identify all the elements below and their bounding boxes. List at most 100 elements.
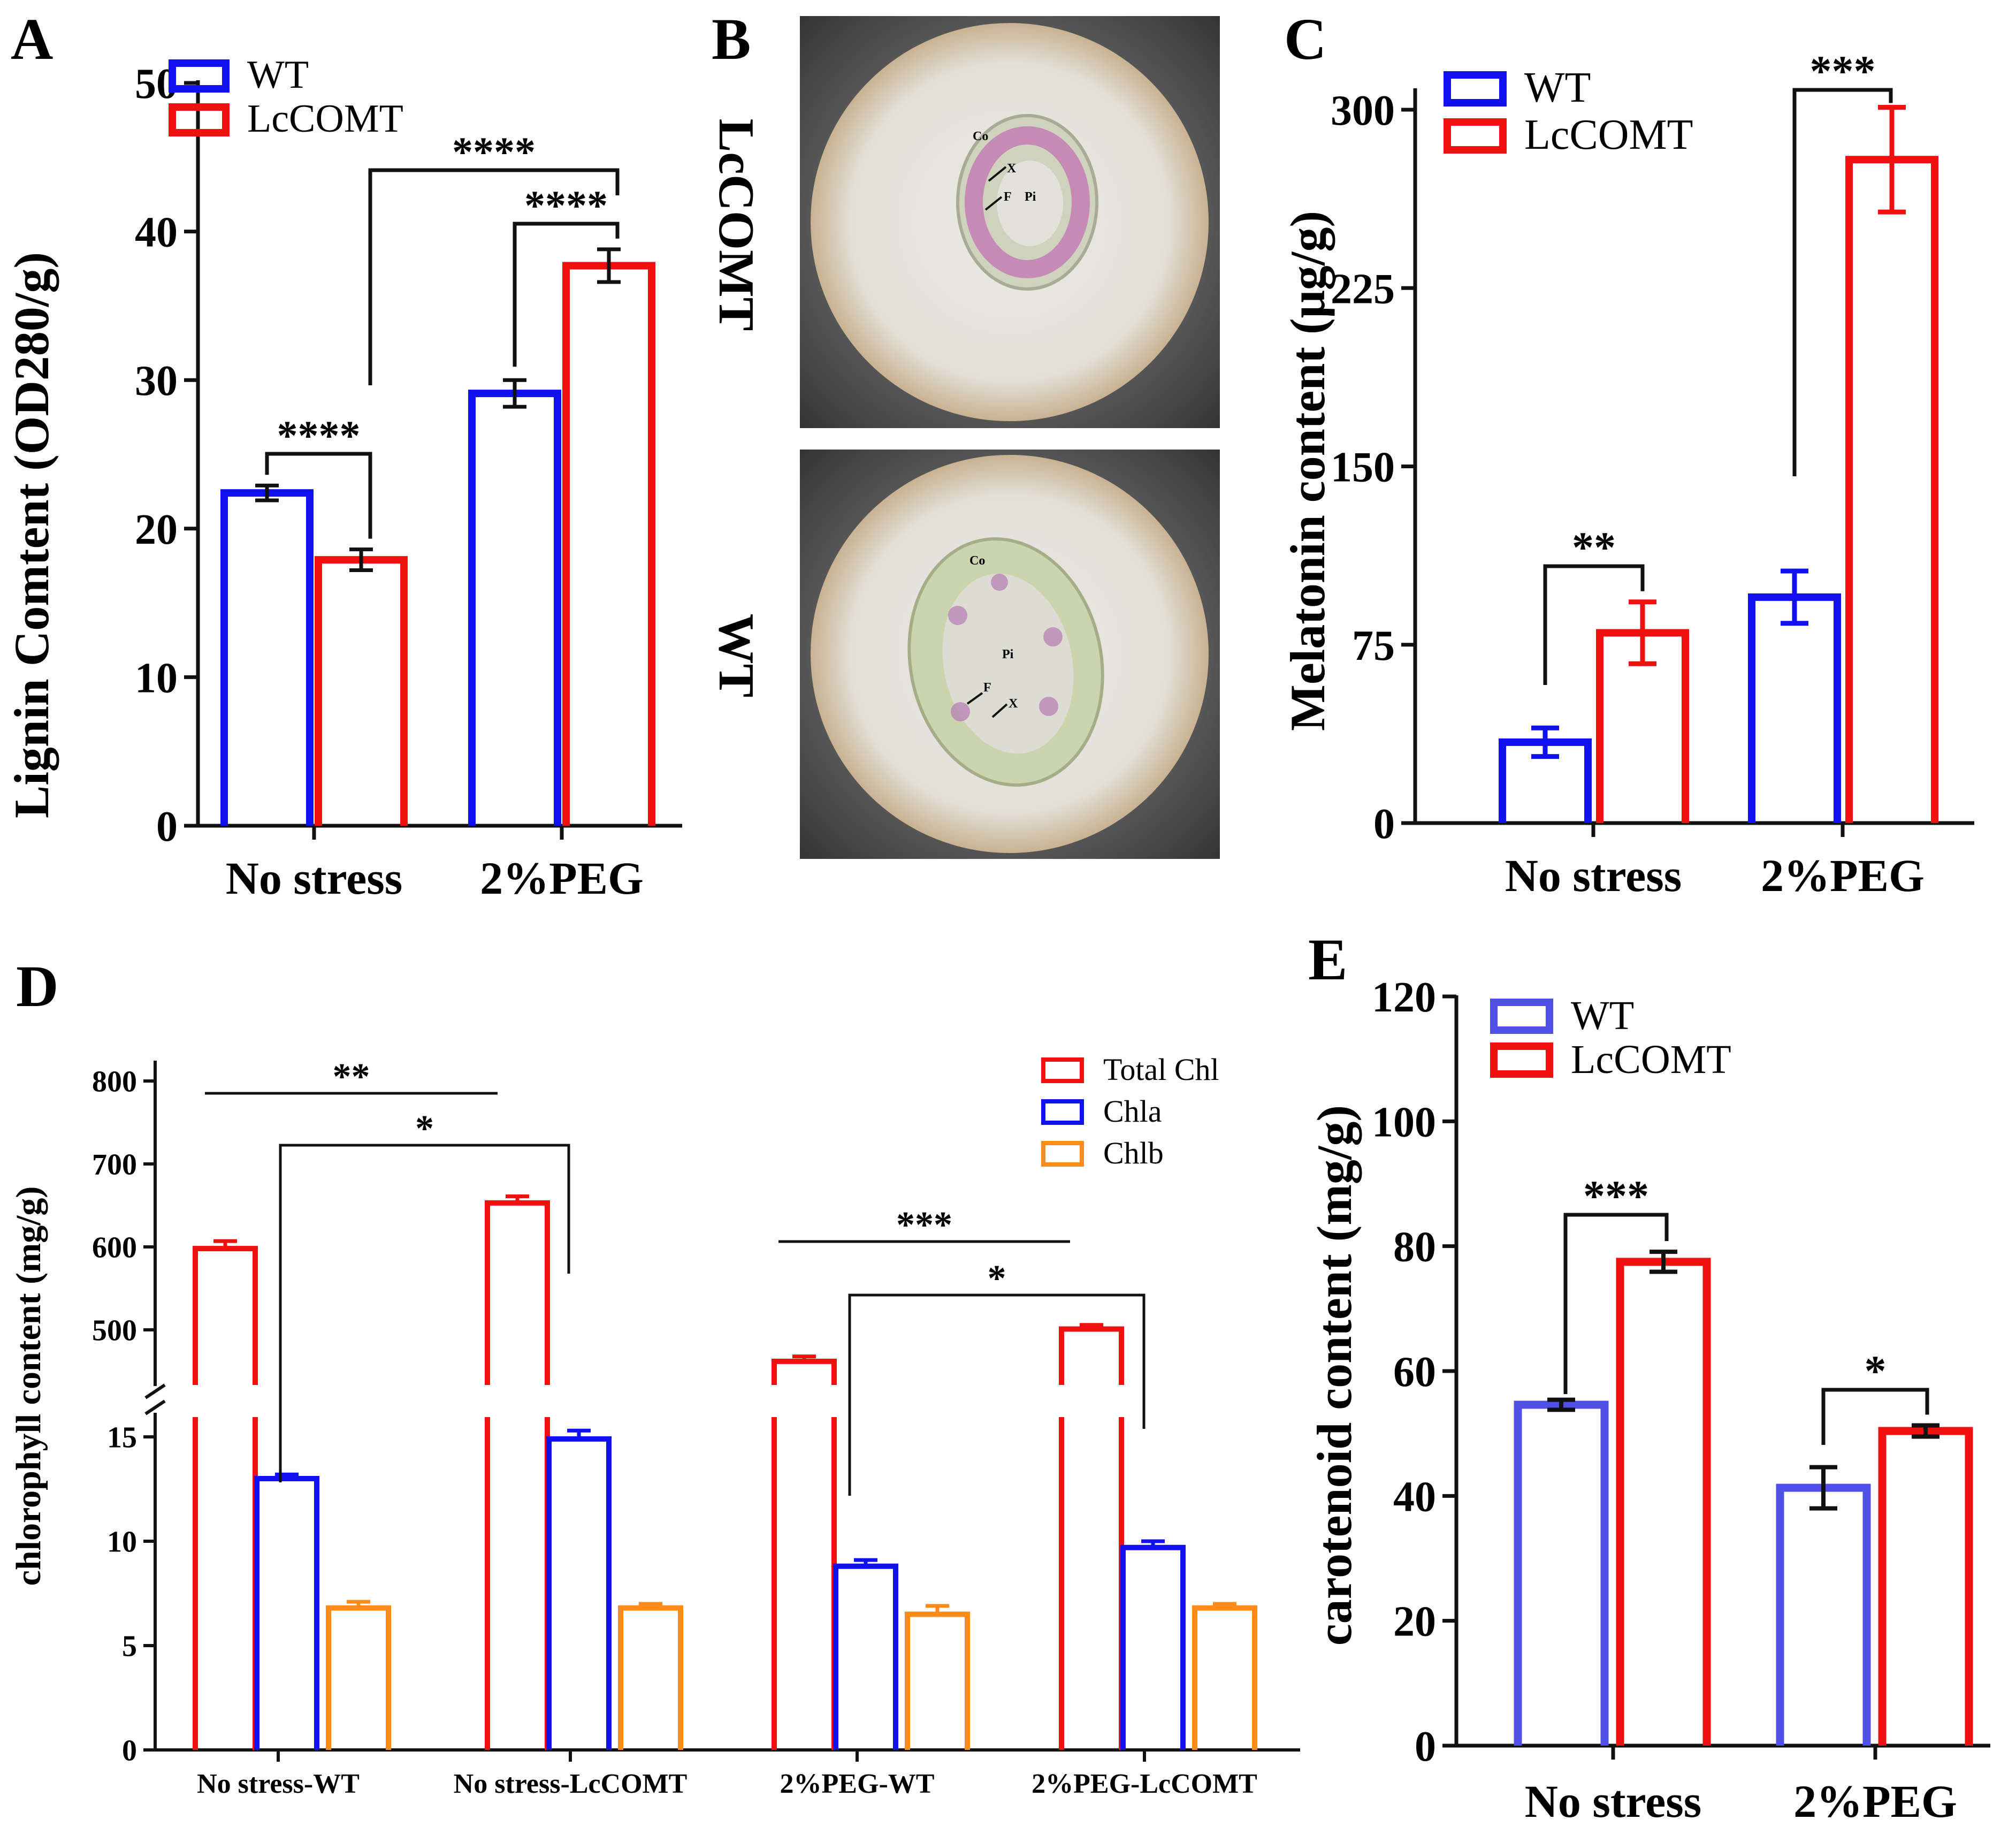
panel-e-legend-item: LcCOMT — [1490, 1037, 1731, 1082]
vascular-bundle — [1043, 627, 1063, 646]
panel-e-y-axis-label: carotenoid content (mg/g) — [1307, 1105, 1362, 1646]
error-bar — [1531, 725, 1559, 759]
error-bar — [1781, 568, 1808, 626]
legend-swatch — [1490, 1042, 1553, 1078]
panel-a-bars — [220, 247, 655, 826]
significance-stars: ** — [1572, 523, 1616, 572]
significance-bracket-line — [368, 168, 620, 385]
significance-stars: **** — [452, 128, 536, 175]
panel-e-letter: E — [1308, 927, 1347, 992]
error-bar — [255, 483, 279, 503]
error-bar — [639, 1602, 662, 1610]
bar-wt — [1514, 1400, 1609, 1746]
y-tick-label: 600 — [92, 1231, 137, 1265]
micrograph-wt: Co Pi F X — [800, 450, 1220, 859]
pointer-x — [991, 703, 1008, 718]
error-bar — [349, 547, 373, 573]
x-tick-label: No stress-LcCOMT — [454, 1769, 688, 1799]
bar-chla — [1120, 1544, 1186, 1750]
panel-b: B Co X F Pi LcCOMT Co Pi — [708, 6, 1220, 859]
legend-label: Chla — [1103, 1094, 1162, 1129]
legend-label: Chlb — [1103, 1136, 1164, 1170]
panel-d-legend-item: Chla — [1041, 1094, 1162, 1129]
panel-d-legend-item: Chlb — [1041, 1136, 1164, 1170]
significance-bracket: **** — [265, 412, 372, 539]
panel-d-axes: 0 5 10 15 500 600 700 800 No stress-WT No stress-… — [92, 1061, 1300, 1799]
error-bar — [792, 1354, 816, 1364]
tissue-label-pi: Pi — [1002, 648, 1014, 661]
y-tick-label: 0 — [156, 803, 178, 850]
bar-chlb — [905, 1611, 970, 1750]
legend-swatch — [1444, 71, 1507, 106]
y-tick-label: 40 — [1393, 1473, 1436, 1520]
significance-stars: *** — [1583, 1171, 1649, 1220]
significance-bracket: * — [279, 1108, 570, 1482]
bar-total-chl — [193, 1246, 258, 1750]
axis-break-mark — [144, 1383, 166, 1399]
bar-total-chl — [772, 1358, 837, 1750]
tissue-label-co: Co — [969, 554, 985, 568]
panel-c-significance: ***** — [1543, 47, 1893, 685]
panel-c-y-axis-label: Melatonin content (μg/g) — [1280, 211, 1335, 731]
x-tick-label: No stress-WT — [197, 1769, 360, 1799]
significance-bracket-line — [848, 1293, 1146, 1496]
legend-swatch — [169, 103, 230, 136]
bar-chla — [546, 1436, 612, 1750]
pointer-f — [984, 196, 1003, 211]
legend-swatch — [1041, 1099, 1084, 1125]
panel-e-legend-item: WT — [1490, 993, 1634, 1038]
significance-stars: * — [988, 1258, 1006, 1299]
bar-lccomt — [315, 556, 408, 826]
panel-e-bars — [1514, 1250, 1973, 1746]
significance-bracket-line — [279, 1144, 570, 1482]
panel-c-legend-item: LcCOMT — [1444, 111, 1693, 158]
panel-c-letter: C — [1284, 6, 1326, 72]
vascular-bundle — [1039, 697, 1058, 716]
y-tick-label: 60 — [1393, 1349, 1436, 1396]
y-tick-label: 700 — [92, 1148, 137, 1182]
error-bar — [506, 1194, 529, 1205]
error-bar — [1912, 1423, 1939, 1439]
tissue-label-x: X — [1007, 162, 1017, 176]
panel-c-bars — [1499, 105, 1938, 823]
panel-a-legend-item: WT — [169, 53, 309, 97]
error-bar — [1650, 1250, 1677, 1274]
error-bar — [347, 1600, 370, 1610]
error-bar — [1213, 1602, 1236, 1610]
y-tick-label: 5 — [122, 1630, 137, 1663]
panel-c: C Melatonin content (μg/g) 0 75 150 225 300 N… — [1280, 6, 1974, 901]
x-tick-label: 2%PEG-WT — [780, 1769, 935, 1799]
y-tick-label: 75 — [1352, 622, 1395, 669]
error-bar — [1141, 1539, 1165, 1550]
y-tick-label: 100 — [1372, 1099, 1436, 1146]
legend-label: WT — [1571, 993, 1634, 1038]
legend-label: WT — [1524, 64, 1591, 111]
panel-d-legend-item: Total Chl — [1041, 1052, 1219, 1087]
panel-e-axes: 0 20 40 60 80 100 120 No stress 2%PEG — [1372, 974, 1990, 1827]
tissue-label-x: X — [1009, 697, 1018, 711]
y-tick-label: 40 — [135, 209, 178, 256]
error-bar — [213, 1239, 237, 1251]
legend-swatch — [1490, 999, 1553, 1034]
panel-a-legend-item: LcCOMT — [169, 97, 403, 141]
y-tick-label: 0 — [122, 1734, 137, 1768]
tissue-label-f: F — [983, 681, 991, 695]
y-tick-label: 300 — [1331, 87, 1395, 134]
y-tick-label: 10 — [135, 654, 178, 702]
tissue-label-pi: Pi — [1025, 190, 1036, 204]
y-tick-label: 500 — [92, 1314, 137, 1348]
vascular-bundle — [948, 606, 967, 625]
legend-swatch — [169, 59, 230, 93]
significance-bracket: *** — [1792, 47, 1893, 476]
legend-label: Total Chl — [1103, 1052, 1219, 1087]
significance-bracket: * — [848, 1258, 1146, 1496]
micrograph-wt-label: WT — [708, 614, 764, 698]
x-tick-label: No stress — [1525, 1776, 1701, 1827]
y-tick-label: 30 — [135, 357, 178, 405]
significance-bracket: ** — [205, 1056, 498, 1098]
panel-e-significance: **** — [1563, 1171, 1929, 1445]
y-tick-label: 225 — [1331, 265, 1395, 313]
panel-c-legend-item: WT — [1444, 64, 1591, 111]
significance-bracket-line — [1563, 1213, 1669, 1394]
